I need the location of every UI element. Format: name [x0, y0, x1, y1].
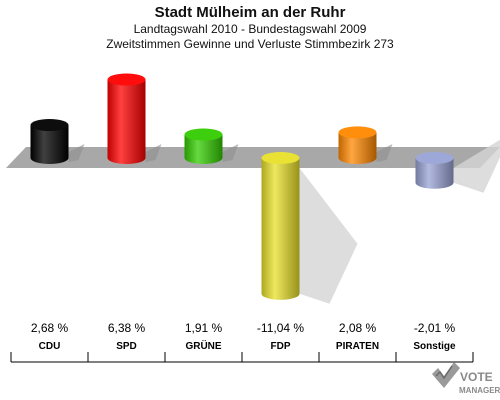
bar-shadow — [453, 139, 500, 193]
category-label: FDP — [271, 341, 291, 352]
checkmark-icon — [432, 362, 460, 388]
bar-sonstige — [415, 152, 454, 189]
bar-spd — [107, 73, 146, 164]
value-label: 1,91 % — [185, 321, 223, 335]
bar-fdp — [261, 152, 300, 300]
category-label: Sonstige — [413, 341, 456, 352]
watermark-line2: MANAGER — [459, 386, 500, 395]
vote-manager-watermark: VOTE MANAGER — [432, 362, 500, 395]
chart-header: Stadt Mülheim an der Ruhr Landtagswahl 2… — [0, 0, 500, 52]
bar-shadow — [68, 144, 85, 162]
value-label: 2,08 % — [339, 321, 377, 335]
bar-grüne — [184, 128, 223, 164]
category-label: CDU — [39, 341, 61, 352]
value-label: 2,68 % — [31, 321, 69, 335]
bar-shadow — [145, 144, 162, 162]
bar-shadow — [222, 144, 239, 162]
value-label: -2,01 % — [414, 321, 456, 335]
chart-subtitle-election: Landtagswahl 2010 - Bundestagswahl 2009 — [133, 22, 367, 36]
bar-cdu — [30, 119, 69, 164]
bar-piraten — [338, 126, 377, 164]
value-label: 6,38 % — [108, 321, 146, 335]
bar-shadow — [376, 144, 393, 162]
category-label: PIRATEN — [336, 341, 379, 352]
watermark-line1: VOTE — [460, 370, 493, 384]
chart-title: Stadt Mülheim an der Ruhr — [154, 4, 346, 21]
chart-subtitle-district: Zweitstimmen Gewinne und Verluste Stimmb… — [106, 37, 394, 51]
value-label: -11,04 % — [257, 321, 304, 335]
bar-shadow — [299, 168, 358, 304]
category-label: SPD — [116, 341, 137, 352]
category-label: GRÜNE — [185, 339, 221, 352]
